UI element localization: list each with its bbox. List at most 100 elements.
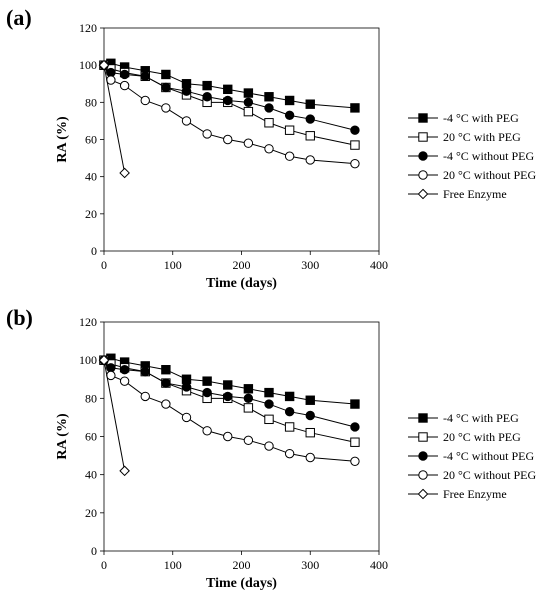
data-point [119,376,130,386]
legend: -4 °C with PEG 20 °C with PEG -4 °C withou… [408,411,536,501]
data-point [284,151,295,161]
y-tick-label: 0 [91,244,97,258]
data-point [119,80,130,91]
x-axis-title: Time (days) [206,576,277,591]
data-point [202,387,212,398]
data-point [264,399,274,409]
x-tick-label: 400 [370,558,388,572]
legend-marker [418,151,428,161]
y-tick-label: 0 [91,544,97,558]
data-point [140,71,150,82]
data-point [243,403,254,413]
legend-marker [418,432,428,442]
y-tick-label: 100 [79,58,97,72]
data-point [305,131,315,141]
data-point [119,69,130,80]
data-point [98,354,110,366]
y-tick-label: 120 [79,315,97,329]
data-point [106,370,116,381]
data-point [284,110,295,121]
x-tick-label: 100 [164,558,182,572]
x-tick-label: 300 [301,558,319,572]
y-tick-label: 120 [79,21,97,35]
data-point [264,441,274,451]
data-point [264,92,274,102]
data-point [305,155,315,165]
data-point [243,435,254,446]
data-point [350,158,360,169]
data-point [140,391,150,402]
data-point [140,366,150,377]
y-tick-label: 80 [85,95,97,109]
data-point [264,387,274,398]
legend: -4 °C with PEG 20 °C with PEG -4 °C withou… [408,111,536,201]
x-tick-label: 300 [301,258,319,272]
data-point [284,448,295,459]
x-tick-label: 400 [370,258,388,272]
data-point [284,406,295,417]
data-point [243,88,254,98]
data-point [119,365,130,375]
data-point [181,86,192,96]
data-point [305,114,315,124]
data-point [350,422,360,432]
series-line [103,65,126,174]
x-axis-title: Time (days) [206,276,277,291]
data-point [202,92,212,102]
series-3 [99,355,360,467]
data-point [305,427,315,438]
legend-label: 20 °C with PEG [443,130,521,144]
legend-marker [418,451,428,461]
y-tick-label: 60 [85,430,97,444]
data-point [264,144,274,154]
data-point [202,376,212,386]
legend-marker [418,170,428,180]
legend-marker [418,132,428,142]
data-point [350,437,360,447]
y-axis-title: RA (%) [55,413,70,460]
series-4 [98,354,130,477]
legend-label: 20 °C without PEG [443,468,536,482]
legend-marker [417,188,429,200]
data-point [161,103,171,113]
data-point [106,75,116,85]
data-point [119,465,130,477]
data-point [284,391,295,402]
data-point [305,452,315,463]
legend-marker [418,470,428,480]
data-point [161,69,171,80]
series-3 [99,60,360,169]
y-tick-label: 80 [85,391,97,405]
series-4 [98,59,130,179]
data-point [181,382,192,392]
y-tick-label: 100 [79,353,97,367]
data-point [243,97,254,108]
legend-label: -4 °C with PEG [443,411,519,425]
data-point [243,393,254,404]
series-2 [99,355,360,432]
data-point [284,125,295,135]
data-point [223,431,233,442]
data-point [223,134,233,145]
data-point [264,414,274,425]
data-point [161,378,171,388]
x-tick-label: 200 [233,258,251,272]
data-point [119,167,130,179]
data-point [284,422,295,432]
data-point [181,412,192,423]
data-point [202,129,212,139]
x-tick-label: 0 [101,258,107,272]
data-point [98,59,110,71]
data-point [161,82,171,93]
panel-label: (a) [6,5,32,30]
y-tick-label: 40 [85,170,97,184]
legend-label: -4 °C without PEG [443,149,534,163]
data-point [161,399,171,409]
x-tick-label: 0 [101,558,107,572]
data-point [350,140,360,150]
data-point [350,456,360,467]
series-2 [99,60,360,135]
data-point [140,95,150,106]
y-tick-label: 60 [85,133,97,147]
data-point [223,95,233,106]
